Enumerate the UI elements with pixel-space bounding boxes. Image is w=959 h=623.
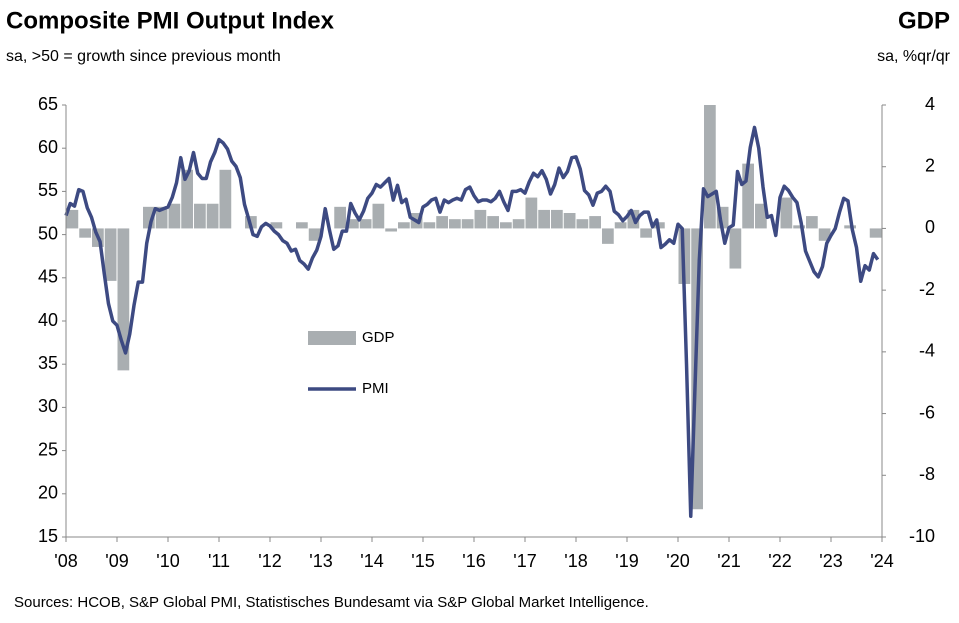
- gdp-bar: [296, 222, 308, 229]
- x-tick-label: '09: [105, 551, 128, 571]
- y2-tick-label: -2: [919, 279, 935, 299]
- gdp-bar: [806, 216, 818, 229]
- gdp-bar: [79, 228, 91, 238]
- x-tick-label: '15: [411, 551, 434, 571]
- pmi-line: [64, 125, 880, 519]
- chart-subtitle: sa, >50 = growth since previous month: [6, 48, 281, 65]
- x-tick-label: '14: [360, 551, 383, 571]
- gdp-bar: [716, 206, 729, 229]
- y-tick-label: 20: [38, 483, 58, 503]
- gdp-bar: [818, 228, 831, 241]
- legend-label: GDP: [362, 329, 395, 346]
- gdp-bar: [181, 169, 193, 229]
- gdp-bar: [219, 169, 232, 229]
- gdp-bar: [155, 206, 168, 229]
- gdp-bar: [206, 203, 219, 229]
- gdp-bar: [66, 209, 79, 229]
- x-tick-label: '19: [615, 551, 638, 571]
- gdp-bar: [143, 206, 155, 229]
- gdp-bar: [563, 213, 576, 229]
- chart-title: Composite PMI Output Index: [6, 7, 335, 34]
- y-tick-label: 55: [38, 180, 58, 200]
- gdp-bar: [436, 216, 448, 229]
- gdp-bar: [538, 209, 550, 229]
- gdp-bar: [385, 228, 397, 232]
- x-tick-label: '11: [208, 551, 230, 571]
- y-tick-label: 35: [38, 353, 58, 373]
- gdp-bar: [576, 219, 589, 229]
- gdp-bar: [704, 105, 716, 229]
- x-tick-label: '22: [768, 551, 791, 571]
- gdp-bar: [398, 222, 410, 229]
- gdp-bar: [308, 228, 321, 241]
- gdp-bar: [589, 216, 601, 229]
- gdp-bar: [640, 228, 652, 238]
- y2-title: GDP: [898, 7, 950, 34]
- y-tick-label: 40: [38, 310, 58, 330]
- bar-group: [66, 105, 882, 510]
- gdp-bar: [117, 228, 130, 371]
- y-tick-label: 30: [38, 396, 58, 416]
- gdp-bar: [602, 228, 614, 244]
- x-tick-label: '20: [666, 551, 689, 571]
- x-tick-label: '10: [156, 551, 179, 571]
- y2-tick-label: 4: [925, 94, 935, 114]
- legend-label: PMI: [362, 380, 389, 397]
- y2-tick-label: 0: [925, 217, 935, 237]
- gdp-bar: [104, 228, 117, 281]
- gdp-bar: [194, 203, 206, 229]
- gdp-bar: [551, 209, 563, 229]
- y2-tick-label: -6: [919, 402, 935, 422]
- x-tick-label: '21: [717, 551, 740, 571]
- legend-swatch: [308, 331, 356, 345]
- y2-tick-label: -8: [919, 464, 935, 484]
- x-tick-label: '23: [819, 551, 842, 571]
- gdp-bar: [474, 209, 487, 229]
- line-group: [64, 125, 880, 519]
- y-tick-label: 25: [38, 439, 58, 459]
- gdp-bar: [372, 203, 385, 229]
- x-tick-label: '18: [564, 551, 587, 571]
- y-tick-label: 50: [38, 223, 58, 243]
- y-tick-label: 45: [38, 267, 58, 287]
- x-tick-label: '12: [258, 551, 281, 571]
- gdp-bar: [869, 228, 882, 238]
- x-tick-label: '17: [513, 551, 536, 571]
- x-tick-label: '16: [462, 551, 485, 571]
- gdp-bar: [742, 163, 754, 229]
- gdp-bar: [270, 222, 283, 229]
- gdp-bar: [793, 225, 805, 229]
- x-tick-label: '24: [870, 551, 893, 571]
- gdp-bar: [359, 219, 372, 229]
- gdp-bar: [525, 197, 538, 229]
- x-tick-label: '13: [309, 551, 332, 571]
- gdp-bar: [334, 206, 346, 229]
- source-note: Sources: HCOB, S&P Global PMI, Statistis…: [14, 594, 649, 611]
- gdp-bar: [614, 222, 627, 229]
- x-tick-label: '08: [54, 551, 77, 571]
- gdp-bar: [461, 219, 474, 229]
- y2-subtitle: sa, %qr/qr: [877, 48, 951, 65]
- y2-tick-label: -10: [909, 526, 935, 546]
- gdp-bar: [500, 222, 512, 229]
- gdp-bar: [755, 203, 767, 229]
- gdp-bar: [487, 216, 499, 229]
- gdp-bar: [347, 219, 359, 229]
- y2-tick-label: 2: [925, 155, 935, 175]
- y-tick-label: 15: [38, 526, 58, 546]
- gdp-bar: [423, 222, 436, 229]
- gdp-bar: [780, 197, 793, 229]
- gdp-bar: [729, 228, 742, 269]
- y-tick-label: 65: [38, 94, 58, 114]
- gdp-bar: [449, 219, 461, 229]
- gdp-bar: [168, 203, 181, 229]
- y2-tick-label: -4: [919, 341, 935, 361]
- gdp-bar: [512, 219, 525, 229]
- y-tick-label: 60: [38, 137, 58, 157]
